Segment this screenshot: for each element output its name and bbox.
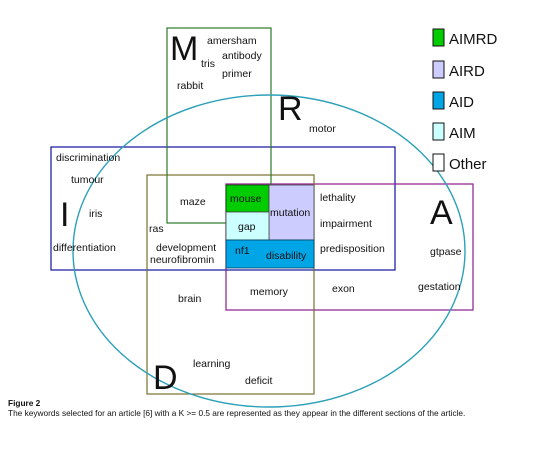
cell-aid xyxy=(225,239,315,269)
kw-rabbit: rabbit xyxy=(177,80,203,92)
cell-aimrd xyxy=(225,184,270,213)
kw-memory: memory xyxy=(250,286,289,298)
kw-gtpase: gtpase xyxy=(430,246,462,258)
legend-swatch-other xyxy=(432,153,445,172)
legend-swatch-aim xyxy=(432,122,445,141)
kw-iris: iris xyxy=(89,208,102,220)
set-label-r: R xyxy=(278,90,303,128)
figure-caption-text: The keywords selected for an article [6]… xyxy=(8,408,466,418)
set-label-d: D xyxy=(153,359,178,397)
set-label-i: I xyxy=(60,196,69,234)
figure-title: Figure 2 xyxy=(8,398,41,408)
kw-impairment: impairment xyxy=(320,218,372,230)
kw-neurofibromin: neurofibromin xyxy=(150,254,214,266)
figure-caption: Figure 2 The keywords selected for an ar… xyxy=(8,398,538,418)
kw-learning: learning xyxy=(193,358,231,370)
legend: AIMRD AIRD AID AIM Other xyxy=(432,28,498,173)
kw-differentiation: differentiation xyxy=(53,242,116,254)
legend-label-aird: AIRD xyxy=(449,63,485,80)
legend-swatch-aird xyxy=(432,60,445,79)
kw-amersham: amersham xyxy=(207,35,257,47)
discussion-box xyxy=(146,174,315,395)
introduction-box xyxy=(50,146,396,271)
kw-brain: brain xyxy=(178,293,202,305)
methods-box xyxy=(166,27,272,224)
legend-swatch-aimrd xyxy=(432,28,445,47)
kw-development: development xyxy=(156,242,216,254)
kw-motor: motor xyxy=(309,123,336,135)
kw-tumour: tumour xyxy=(71,174,104,186)
kw-mutation: mutation xyxy=(270,207,310,219)
legend-label-aimrd: AIMRD xyxy=(449,31,498,48)
kw-nf1: nf1 xyxy=(235,245,250,257)
kw-ras: ras xyxy=(149,223,164,235)
kw-maze: maze xyxy=(180,196,206,208)
kw-exon: exon xyxy=(332,283,355,295)
set-label-m: M xyxy=(170,30,198,68)
kw-discrimination: discrimination xyxy=(56,152,120,164)
legend-label-aid: AID xyxy=(449,94,474,111)
kw-primer: primer xyxy=(222,68,252,80)
legend-label-other: Other xyxy=(449,156,487,173)
results-ellipse xyxy=(72,94,466,408)
kw-gestation: gestation xyxy=(418,281,461,293)
kw-deficit: deficit xyxy=(245,375,273,387)
legend-swatch-aid xyxy=(432,91,445,110)
kw-mouse: mouse xyxy=(230,193,262,205)
kw-tris: tris xyxy=(201,58,215,70)
legend-label-aim: AIM xyxy=(449,125,476,142)
kw-gap: gap xyxy=(238,221,256,233)
kw-predisposition: predisposition xyxy=(320,243,385,255)
kw-antibody: antibody xyxy=(222,50,262,62)
kw-disability: disability xyxy=(266,250,307,262)
kw-lethality: lethality xyxy=(320,192,356,204)
set-label-a: A xyxy=(430,194,453,232)
